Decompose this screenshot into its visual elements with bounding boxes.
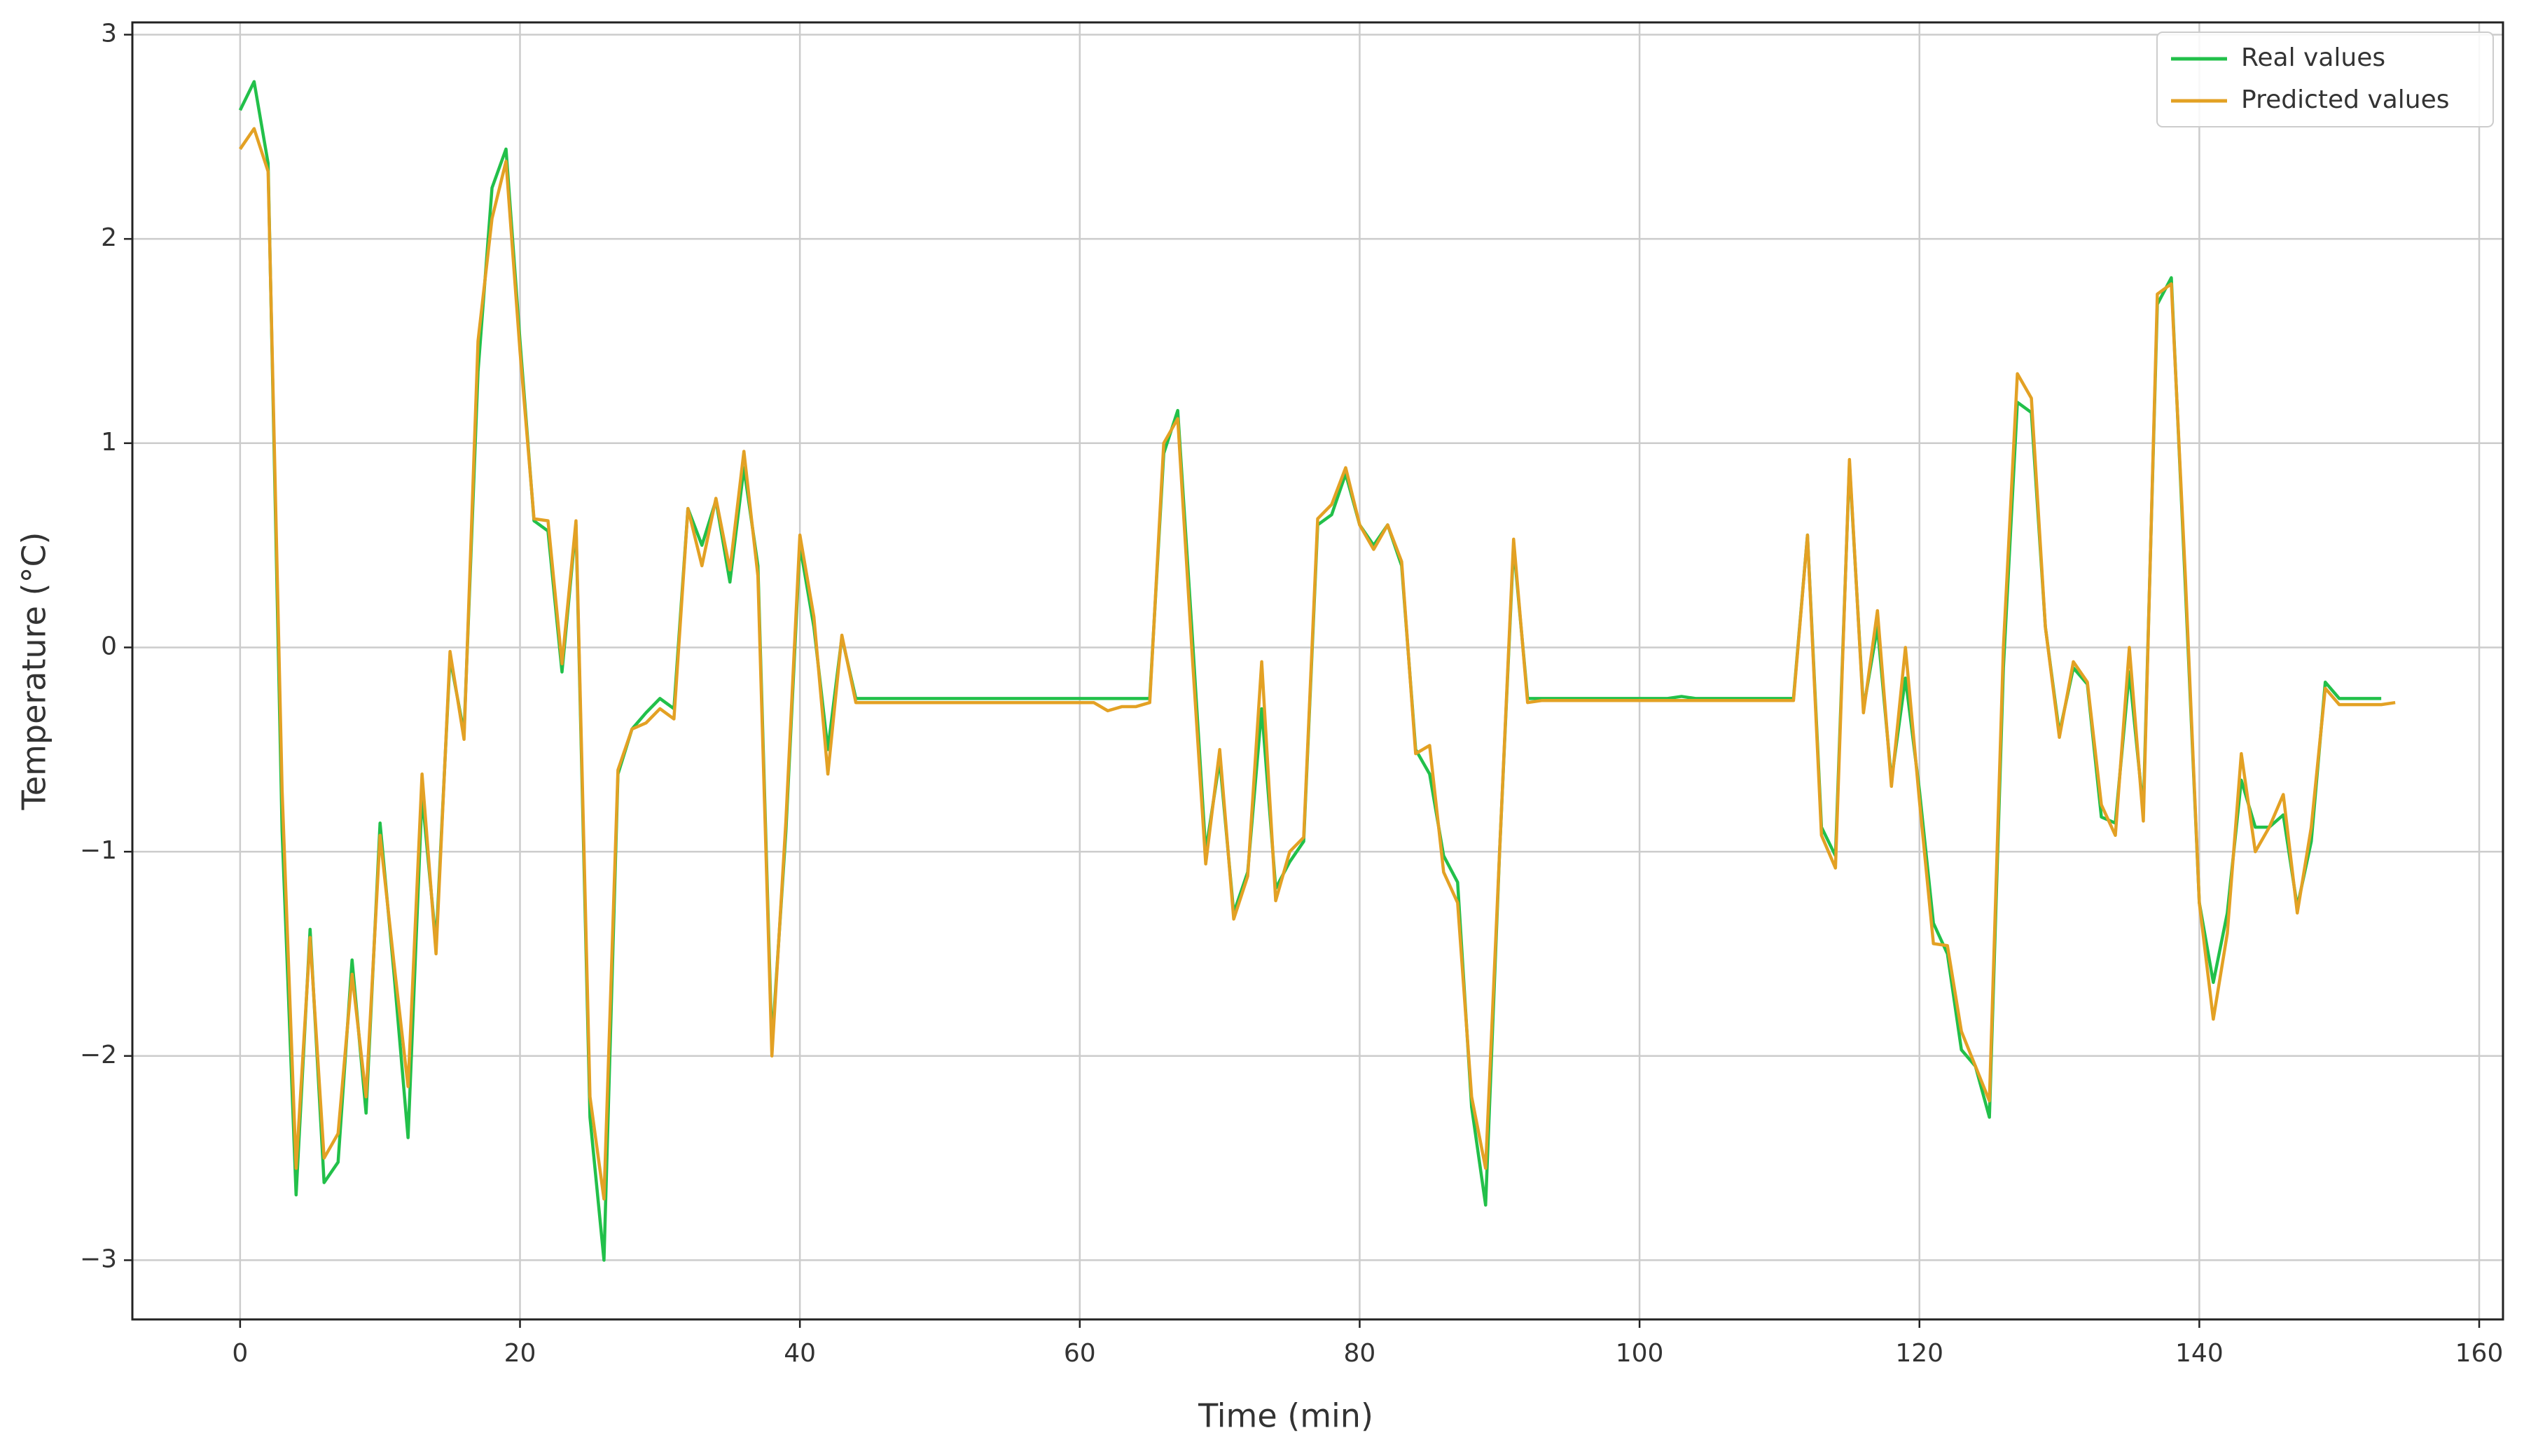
y-tick-label: −2 (80, 1041, 117, 1069)
x-tick-label: 160 (2455, 1339, 2504, 1368)
legend-box (2156, 32, 2494, 127)
y-tick-label: −1 (80, 836, 117, 865)
y-tick-label: 0 (101, 632, 117, 660)
y-tick-label: −3 (80, 1244, 117, 1273)
data-line (239, 127, 2396, 1201)
y-tick-label: 3 (101, 19, 117, 48)
legend-label: Real values (2241, 43, 2385, 72)
x-tick-label: 140 (2175, 1339, 2224, 1368)
x-tick-label: 20 (504, 1339, 536, 1368)
legend-label: Predicted values (2241, 85, 2450, 114)
x-tick-label: 80 (1344, 1339, 1376, 1368)
x-tick-label: 0 (232, 1339, 248, 1368)
y-tick-label: 2 (101, 223, 117, 252)
y-tick-label: 1 (101, 428, 117, 457)
x-tick-label: 120 (1895, 1339, 1943, 1368)
x-axis-label: Time (min) (1198, 1397, 1373, 1435)
x-tick-label: 60 (1064, 1339, 1096, 1368)
plot-frame (131, 21, 2504, 1321)
x-tick-label: 40 (784, 1339, 816, 1368)
y-axis-label: Temperature (°C) (15, 532, 53, 810)
x-tick-label: 100 (1616, 1339, 1664, 1368)
